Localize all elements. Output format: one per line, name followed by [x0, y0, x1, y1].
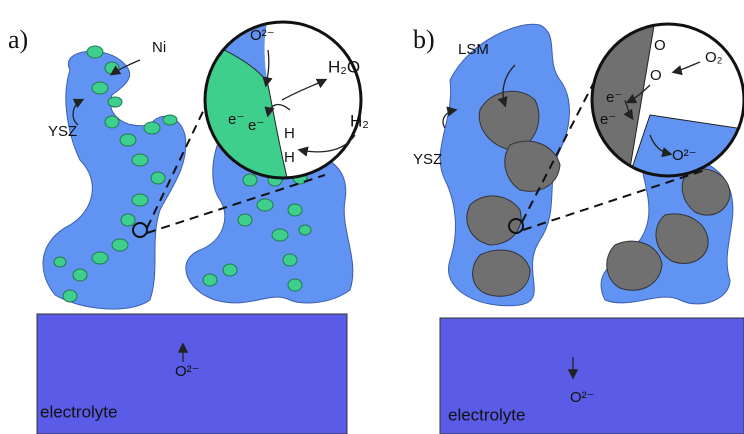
label: H₂O	[328, 57, 360, 76]
panel-label: a)	[8, 25, 28, 54]
label: e⁻	[606, 89, 622, 106]
label: O²⁻	[672, 147, 697, 164]
label: YSZ	[48, 123, 77, 140]
label: O²⁻	[250, 27, 275, 44]
label: electrolyte	[40, 402, 117, 421]
label: LSM	[458, 41, 489, 58]
label: H	[284, 125, 295, 142]
label: O²⁻	[570, 389, 595, 406]
label: O	[650, 67, 662, 84]
label: H	[284, 149, 295, 166]
label: O₂	[705, 49, 723, 66]
label: Ni	[152, 39, 166, 56]
label: e⁻	[600, 111, 616, 128]
label: e⁻	[248, 117, 264, 134]
label: O²⁻	[175, 363, 200, 380]
label: YSZ	[413, 151, 442, 168]
figure: a) Ni YSZ electrolyte O²⁻ O²⁻ H₂O e⁻ e⁻ …	[0, 0, 744, 434]
label: electrolyte	[448, 405, 525, 424]
label: e⁻	[228, 111, 244, 128]
label: H₂	[350, 111, 369, 130]
label: O	[654, 37, 666, 54]
panel-a: a) Ni YSZ electrolyte O²⁻ O²⁻ H₂O e⁻ e⁻ …	[8, 20, 370, 434]
panel-b: b) LSM YSZ electrolyte O²⁻ O O₂ O e⁻ e⁻ …	[413, 20, 744, 434]
panel-label: b)	[413, 25, 435, 54]
